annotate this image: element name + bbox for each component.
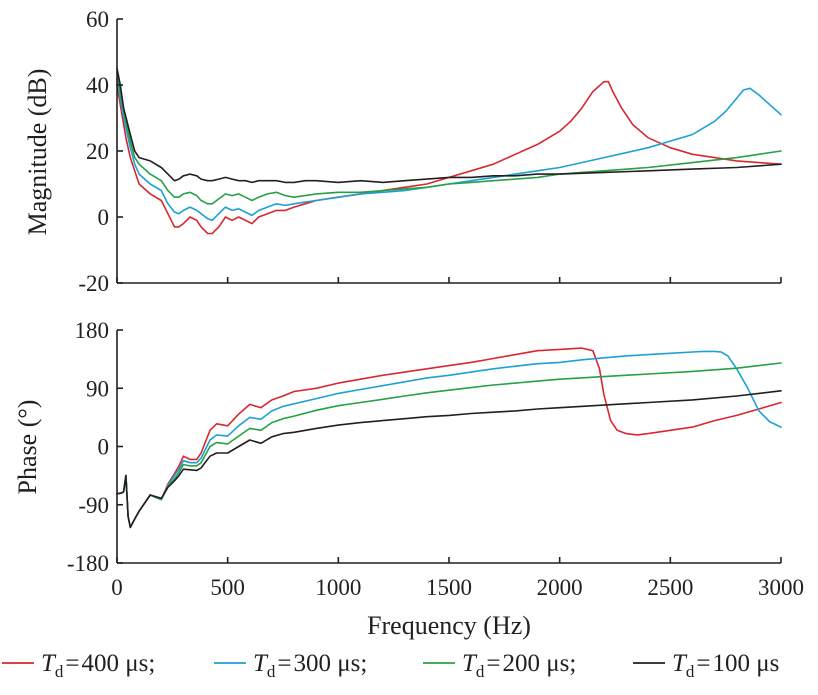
legend-entry-1: Td=300 μs; xyxy=(253,650,367,681)
phase-panel: 180 90 0 -90 -180 0 500 1000 1500 2000 2500 3000 P… xyxy=(13,318,804,640)
phase-curves xyxy=(116,347,782,529)
phase-y-tick-label: 0 xyxy=(98,435,110,460)
phase-y-tick-label: 90 xyxy=(86,376,109,401)
phase-y-ticks: 180 90 0 -90 -180 xyxy=(67,318,123,576)
phase-y-label: Phase (°) xyxy=(13,400,42,495)
phase-series-line-3 xyxy=(116,390,782,529)
phase-x-tick-label: 2500 xyxy=(647,575,693,600)
magnitude-series-line-0 xyxy=(116,80,782,235)
magnitude-y-tick-label: 40 xyxy=(86,73,109,98)
x-axis-label: Frequency (Hz) xyxy=(367,611,531,640)
phase-series-line-1 xyxy=(116,350,782,529)
magnitude-curves xyxy=(116,67,782,235)
phase-x-tick-label: 1000 xyxy=(315,575,361,600)
magnitude-y-tick-label: 20 xyxy=(86,139,109,164)
phase-y-tick-label: -90 xyxy=(78,493,109,518)
magnitude-y-tick-label: -20 xyxy=(78,271,109,296)
magnitude-series-line-1 xyxy=(116,77,782,222)
phase-y-tick-label: -180 xyxy=(67,551,109,576)
magnitude-series-line-2 xyxy=(116,71,782,205)
legend: Td=400 μs; Td=300 μs; Td=200 μs; Td=100 μs xyxy=(2,650,779,681)
legend-entry-0: Td=400 μs; xyxy=(41,650,155,681)
phase-y-tick-label: 180 xyxy=(75,318,110,343)
phase-x-tick-label: 0 xyxy=(111,575,123,600)
phase-x-tick-label: 3000 xyxy=(758,575,804,600)
magnitude-y-tick-label: 60 xyxy=(86,7,109,32)
legend-entry-3: Td=100 μs xyxy=(672,650,779,681)
phase-x-tick-label: 2000 xyxy=(537,575,583,600)
legend-entry-2: Td=200 μs; xyxy=(462,650,576,681)
phase-series-line-2 xyxy=(116,362,782,529)
magnitude-y-tick-label: 0 xyxy=(98,205,110,230)
magnitude-series-line-3 xyxy=(116,67,782,184)
magnitude-y-label: Magnitude (dB) xyxy=(23,69,52,236)
phase-x-tick-label: 500 xyxy=(210,575,245,600)
magnitude-y-ticks: 60 40 20 0 -20 xyxy=(78,7,123,296)
magnitude-panel: 60 40 20 0 -20 Magnitude (dB) xyxy=(23,7,782,296)
phase-x-tick-label: 1500 xyxy=(426,575,472,600)
phase-x-ticks: 0 500 1000 1500 2000 2500 3000 xyxy=(111,557,804,600)
magnitude-x-ticks xyxy=(116,277,782,283)
